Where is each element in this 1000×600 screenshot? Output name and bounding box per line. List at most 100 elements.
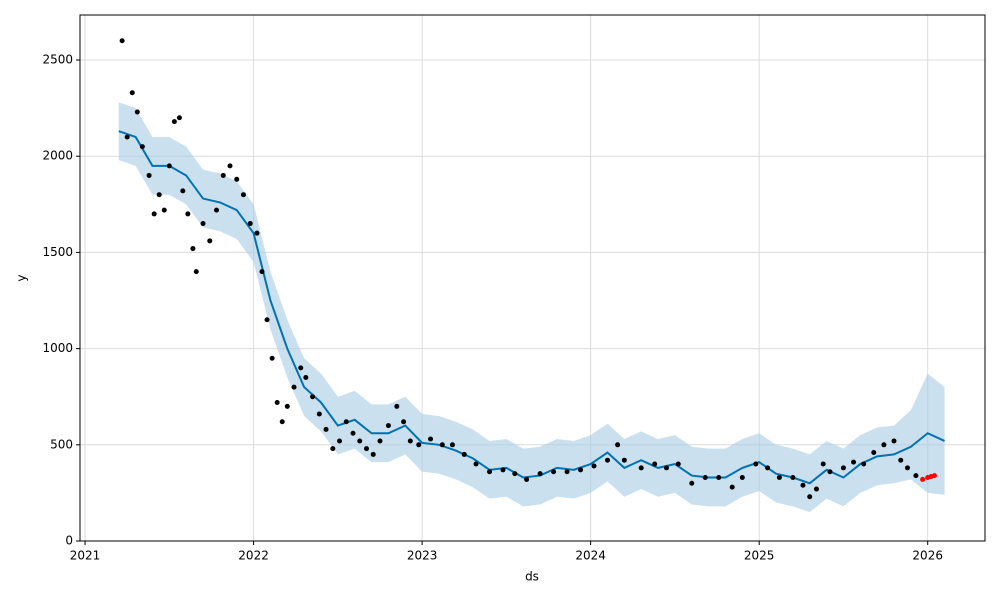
data-point xyxy=(269,355,275,361)
data-point xyxy=(487,469,493,475)
data-point xyxy=(291,384,297,390)
data-point xyxy=(881,442,887,448)
data-point xyxy=(254,230,260,236)
data-point xyxy=(401,419,407,425)
data-point xyxy=(898,457,904,463)
data-point xyxy=(134,109,140,115)
data-point xyxy=(190,246,196,252)
data-point xyxy=(920,476,926,482)
data-point xyxy=(214,207,220,213)
data-point xyxy=(800,482,806,488)
data-point xyxy=(439,442,445,448)
data-point xyxy=(176,115,182,121)
y-axis-label: y xyxy=(15,274,29,281)
data-point xyxy=(753,461,759,467)
data-point xyxy=(407,438,413,444)
data-point xyxy=(124,134,130,140)
data-point xyxy=(227,163,233,169)
x-tick-label: 2021 xyxy=(70,549,101,563)
x-axis-label: ds xyxy=(525,570,539,584)
data-point xyxy=(551,469,557,475)
data-point xyxy=(264,317,270,323)
data-point xyxy=(151,211,157,217)
data-point xyxy=(161,207,167,213)
data-point xyxy=(827,469,833,475)
data-point xyxy=(807,494,813,500)
x-tick-label: 2025 xyxy=(744,549,775,563)
data-point xyxy=(284,403,290,409)
data-point xyxy=(776,475,782,481)
data-point xyxy=(139,144,145,150)
data-point xyxy=(891,438,897,444)
data-point xyxy=(343,419,349,425)
data-point xyxy=(385,423,391,429)
data-point xyxy=(537,471,543,477)
y-tick-label: 0 xyxy=(65,534,73,548)
data-point xyxy=(363,446,369,452)
data-point xyxy=(449,442,455,448)
data-point xyxy=(193,269,199,275)
uncertainty-band xyxy=(118,102,945,513)
data-point xyxy=(428,436,434,442)
data-point xyxy=(931,473,937,479)
data-point xyxy=(663,465,669,471)
data-point xyxy=(185,211,191,217)
data-point xyxy=(621,457,627,463)
plot-frame xyxy=(79,14,986,542)
data-point xyxy=(337,438,343,444)
data-point xyxy=(416,442,422,448)
data-point xyxy=(675,461,681,467)
data-point xyxy=(702,475,708,481)
data-point xyxy=(524,476,530,482)
data-point xyxy=(207,238,213,244)
data-point xyxy=(394,403,400,409)
data-point xyxy=(689,480,695,486)
data-point xyxy=(171,119,177,125)
x-tick-label: 2022 xyxy=(238,549,269,563)
data-point xyxy=(316,411,322,417)
data-point xyxy=(377,438,383,444)
data-point xyxy=(166,163,172,169)
x-tick-label: 2023 xyxy=(407,549,438,563)
data-point xyxy=(240,192,246,198)
data-point xyxy=(247,221,253,227)
y-tick-label: 2500 xyxy=(42,53,73,67)
data-point xyxy=(146,172,152,178)
data-point xyxy=(200,221,206,227)
data-point xyxy=(119,38,125,44)
data-point xyxy=(638,465,644,471)
data-point xyxy=(298,365,304,371)
x-tick-label: 2026 xyxy=(912,549,943,563)
data-point xyxy=(350,430,356,436)
data-point xyxy=(512,471,518,477)
data-point xyxy=(765,465,771,471)
data-point xyxy=(861,461,867,467)
data-point xyxy=(461,451,467,457)
data-point xyxy=(357,438,363,444)
data-point xyxy=(220,172,226,178)
data-point xyxy=(913,473,919,479)
data-point xyxy=(180,188,186,194)
data-point xyxy=(234,176,240,182)
data-point xyxy=(578,467,584,473)
data-point xyxy=(323,426,329,432)
x-tick-label: 2024 xyxy=(575,549,606,563)
data-point xyxy=(790,475,796,481)
data-point xyxy=(129,90,135,96)
data-point xyxy=(716,475,722,481)
data-point xyxy=(591,463,597,469)
data-point xyxy=(259,269,265,275)
data-point xyxy=(156,192,162,198)
data-point xyxy=(604,457,610,463)
data-point xyxy=(564,469,570,475)
y-tick-label: 1500 xyxy=(42,245,73,259)
data-point xyxy=(813,486,819,492)
data-point xyxy=(310,394,316,400)
data-point xyxy=(473,461,479,467)
data-point xyxy=(729,484,735,490)
data-point xyxy=(279,419,285,425)
data-point xyxy=(274,399,280,405)
data-point xyxy=(739,475,745,481)
data-point xyxy=(871,449,877,455)
